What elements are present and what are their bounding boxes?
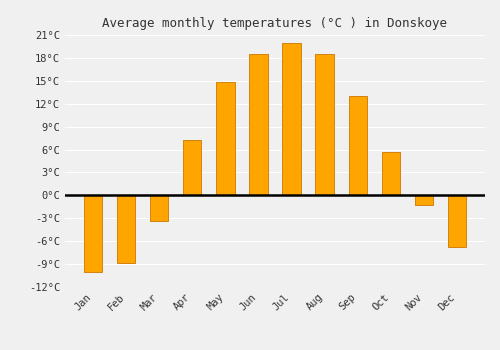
Bar [282,43,300,195]
Bar [382,152,400,195]
Title: Average monthly temperatures (°C ) in Donskoye: Average monthly temperatures (°C ) in Do… [102,17,448,30]
Bar [250,54,268,195]
Bar [348,96,366,195]
Bar [84,195,102,272]
Bar [117,195,136,262]
Bar [316,54,334,195]
Bar [414,195,433,205]
Bar [448,195,466,246]
Bar [150,195,169,220]
Bar [216,82,234,195]
Bar [184,140,202,195]
